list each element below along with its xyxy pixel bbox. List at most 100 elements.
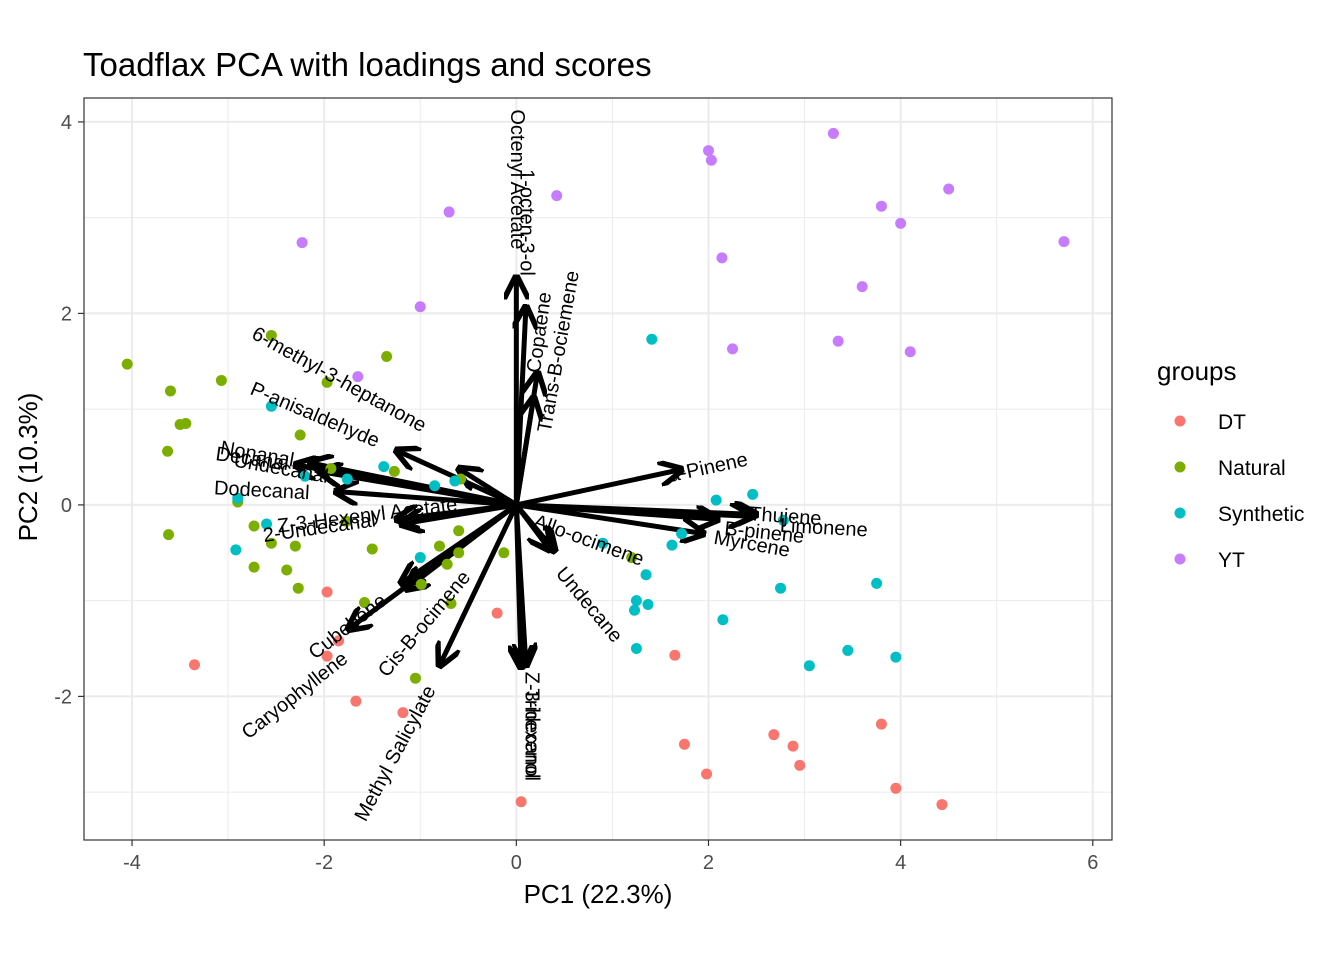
score-point [775, 582, 787, 594]
loading-label: Methyl Salicylate [351, 682, 441, 825]
score-point [787, 740, 799, 752]
score-point [388, 465, 400, 477]
score-point [321, 376, 333, 388]
loading-arrow [513, 502, 554, 551]
score-point [232, 492, 244, 504]
score-point [445, 598, 457, 610]
score-point [294, 429, 306, 441]
score-point [630, 595, 642, 607]
score-point [352, 371, 364, 383]
score-point [875, 718, 887, 730]
score-point [333, 635, 345, 647]
score-point [646, 333, 658, 345]
loading-label: Tridecanol [520, 688, 542, 781]
score-point [215, 374, 227, 386]
score-point [1058, 236, 1070, 248]
x-tick-label: 0 [511, 852, 522, 874]
score-point [747, 488, 759, 500]
loading-arrow [348, 502, 519, 629]
score-point [414, 301, 426, 313]
score-point [433, 540, 445, 552]
y-tick-label: 2 [61, 303, 72, 325]
score-point [261, 518, 273, 530]
score-point [289, 540, 301, 552]
score-point [890, 782, 902, 794]
score-point [551, 190, 563, 202]
score-point [415, 578, 427, 590]
loading-label: Undecane [551, 563, 626, 647]
score-point [832, 335, 844, 347]
panel-border [83, 97, 1113, 841]
score-point [716, 252, 728, 264]
legend-key [1174, 553, 1186, 565]
loading-arrow [513, 502, 718, 519]
legend: groups DT Natural Synthetic YT [1157, 356, 1304, 572]
score-point [265, 329, 277, 341]
score-point [629, 604, 641, 616]
score-point [188, 659, 200, 671]
score-point [299, 470, 311, 482]
loading-arrow [516, 502, 521, 668]
loading-arrow [336, 491, 519, 508]
score-point [265, 537, 277, 549]
loading-arrow [439, 502, 519, 666]
score-point [640, 569, 652, 581]
score-point [642, 598, 654, 610]
score-point [626, 552, 638, 564]
score-point [701, 768, 713, 780]
score-point [453, 525, 465, 537]
score-point [676, 528, 688, 540]
score-point [296, 237, 308, 249]
score-point [378, 461, 390, 473]
y-tick-label: 0 [61, 495, 72, 517]
x-axis-title: PC1 (22.3%) [524, 879, 673, 909]
loading-label: Z-3-hexenol [520, 672, 542, 779]
legend-key [1174, 415, 1186, 427]
score-point [449, 475, 461, 487]
score-point [121, 358, 133, 370]
score-point [705, 154, 717, 166]
y-axis-title: PC2 (10.3%) [13, 393, 43, 542]
x-tick-label: 2 [703, 852, 714, 874]
score-point [248, 561, 260, 573]
x-tick-label: -4 [123, 852, 141, 874]
loading-arrow [513, 469, 681, 508]
x-tick-label: 6 [1087, 852, 1098, 874]
legend-label: DT [1218, 411, 1246, 434]
score-point [904, 346, 916, 358]
score-point [630, 643, 642, 655]
score-point [414, 552, 426, 564]
score-point [890, 651, 902, 663]
score-point [341, 473, 353, 485]
loading-label: 1-octen-3-ol [516, 169, 538, 276]
score-point [515, 796, 527, 808]
score-point [827, 127, 839, 139]
score-point [248, 520, 260, 532]
score-point [350, 695, 362, 707]
axis-ticks: -4 -2 0 2 4 6 -2 0 2 4 [54, 112, 1098, 874]
loading-arrow [401, 502, 519, 524]
score-point [678, 738, 690, 750]
legend-label: YT [1218, 549, 1245, 572]
score-point [669, 649, 681, 661]
loading-arrows [295, 274, 756, 668]
score-point [381, 351, 393, 363]
score-point [230, 544, 242, 556]
score-point [321, 650, 333, 662]
score-point [325, 463, 337, 475]
score-point [936, 799, 948, 811]
score-point [710, 494, 722, 506]
score-point [429, 480, 441, 492]
x-tick-label: 4 [895, 852, 906, 874]
score-point [871, 577, 883, 589]
score-point [856, 281, 868, 293]
score-point [265, 400, 277, 412]
score-point [491, 607, 503, 619]
score-point [702, 145, 714, 157]
legend-key [1174, 461, 1186, 473]
score-point [321, 586, 333, 598]
x-tick-label: -2 [315, 852, 333, 874]
score-points [121, 127, 1070, 811]
